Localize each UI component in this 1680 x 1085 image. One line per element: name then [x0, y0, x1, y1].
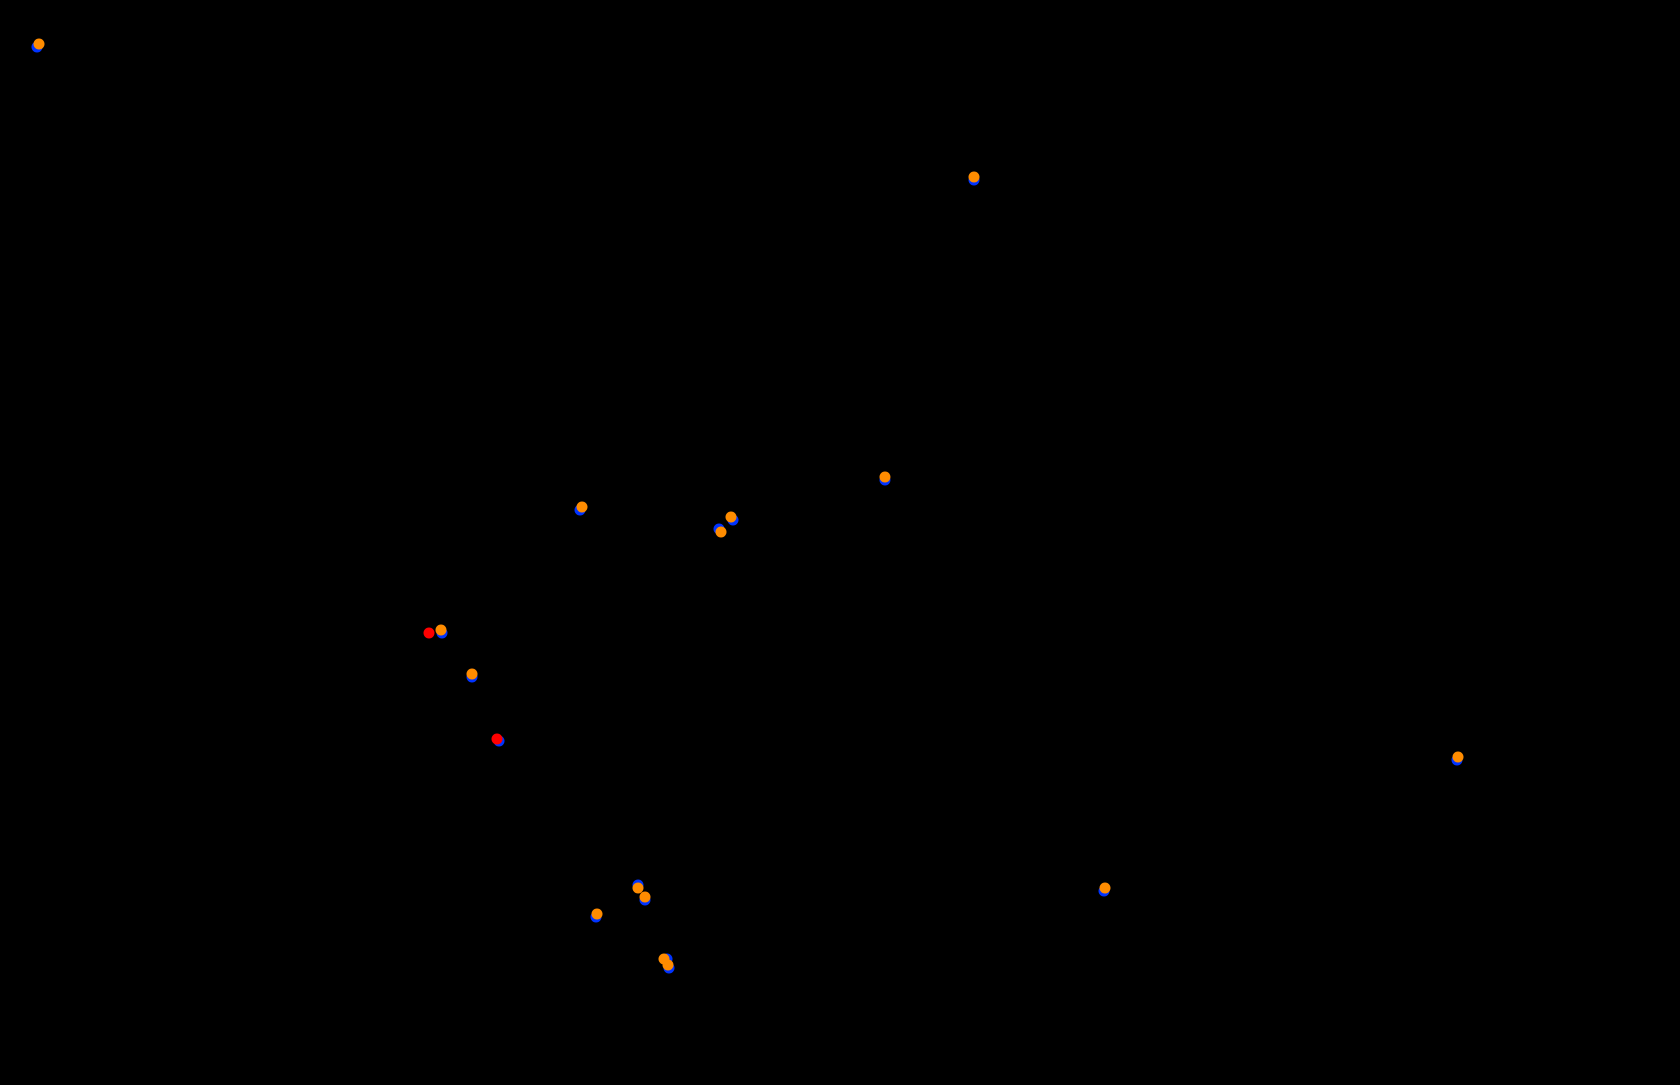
scatter-point-predicted — [1452, 751, 1464, 763]
scatter-point-predicted — [725, 511, 737, 523]
scatter-point-predicted — [968, 171, 980, 183]
scatter-point-predicted — [662, 959, 674, 971]
scatter-point-predicted — [1099, 882, 1111, 894]
scatter-point-outlier — [423, 627, 435, 639]
scatter-point-outlier — [491, 733, 503, 745]
scatter-point-predicted — [639, 891, 651, 903]
scatter-point-predicted — [435, 624, 447, 636]
scatter-point-predicted — [33, 38, 45, 50]
scatter-point-predicted — [715, 526, 727, 538]
scatter-point-predicted — [591, 908, 603, 920]
scatter-point-predicted — [466, 668, 478, 680]
scatter-point-predicted — [879, 471, 891, 483]
scatter-point-predicted — [632, 882, 644, 894]
scatter-point-predicted — [576, 501, 588, 513]
scatter-point-predicted — [658, 953, 670, 965]
